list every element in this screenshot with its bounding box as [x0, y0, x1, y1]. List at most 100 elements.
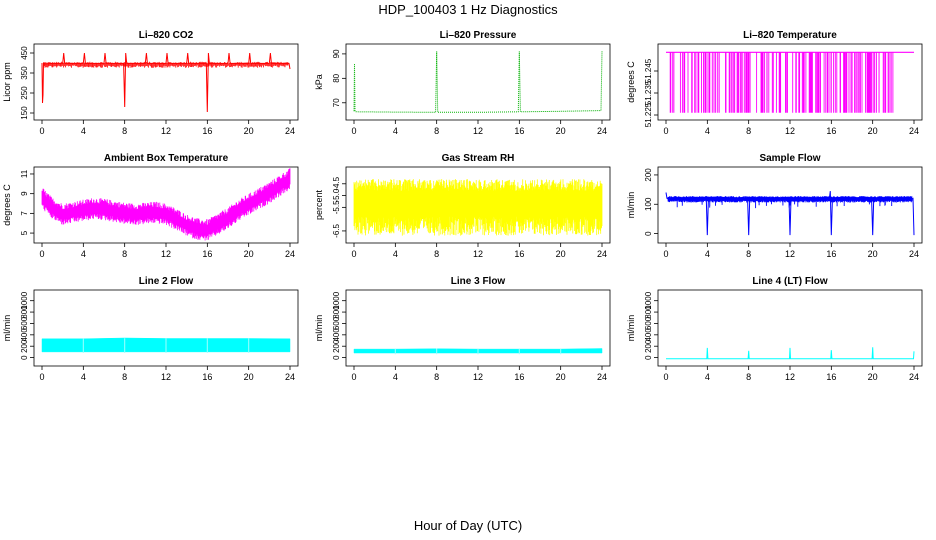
y-tick-label: 400	[644, 328, 653, 342]
series-gaps	[82, 338, 250, 353]
x-tick-label: 24	[909, 372, 919, 382]
y-tick-label: 600	[644, 316, 653, 330]
y-tick-label: -5.5	[332, 200, 341, 214]
x-tick-label: 8	[122, 249, 127, 259]
x-tick-label: 16	[202, 249, 212, 259]
series-band	[667, 196, 913, 209]
x-tick-label: 8	[746, 249, 751, 259]
plot-frame	[345, 43, 611, 121]
plot-area	[353, 51, 603, 113]
series-line	[353, 51, 603, 113]
x-tick-label: 16	[202, 372, 212, 382]
x-tick-label: 24	[909, 249, 919, 259]
y-tick-label: 11	[20, 169, 29, 178]
x-tick-label: 8	[746, 372, 751, 382]
series-dropouts	[669, 52, 894, 113]
plot-area	[41, 168, 291, 241]
x-tick-label: 24	[597, 372, 607, 382]
y-tick-label: 1000	[332, 291, 341, 309]
plot-frame	[33, 289, 299, 367]
x-tick-label: 0	[351, 372, 356, 382]
x-tick-label: 20	[244, 126, 254, 136]
x-tick-label: 20	[244, 249, 254, 259]
y-tick-label: 9	[20, 191, 29, 196]
x-tick-label: 20	[556, 249, 566, 259]
x-tick-label: 24	[285, 249, 295, 259]
x-tick-label: 0	[351, 126, 356, 136]
x-tick-label: 4	[393, 249, 398, 259]
x-tick-label: 16	[202, 126, 212, 136]
panel-8: Line 3 Flow ml/min 0 4 8 12 16 20 24 0 20040060080…	[314, 276, 611, 382]
x-tick-label: 16	[514, 249, 524, 259]
x-axis-title: Hour of Day (UTC)	[413, 518, 523, 533]
x-tick-label: 12	[473, 372, 483, 382]
y-tick-label: 100	[644, 197, 653, 211]
y-tick-label: 800	[20, 305, 29, 319]
x-tick-label: 16	[514, 372, 524, 382]
panel-title: Gas Stream RH	[442, 153, 515, 164]
plot-area	[353, 179, 603, 236]
x-tick-label: 24	[285, 126, 295, 136]
y-tick-label: 7	[20, 211, 29, 216]
y-tick-label: 200	[644, 168, 653, 182]
panel-1: Li–820 CO2 Licor ppm 0 4 8 12 16 20 24 150 250 350 4…	[2, 30, 299, 136]
y-tick-label: 1000	[644, 291, 653, 309]
panel-title: Ambient Box Temperature	[104, 153, 229, 164]
y-axis-label: degrees C	[2, 184, 12, 226]
panel-7: Line 2 Flow ml/min 0 4 8 12 16 20 24 0 20040060080…	[2, 276, 299, 382]
x-tick-label: 12	[161, 372, 171, 382]
x-tick-label: 4	[81, 126, 86, 136]
y-axis-label: ml/min	[626, 315, 636, 342]
y-tick-label: 51.225	[644, 102, 653, 127]
y-tick-label: 51.245	[644, 58, 653, 83]
y-axis-label: Licor ppm	[2, 62, 12, 102]
x-tick-label: 0	[663, 249, 668, 259]
panel-title: Li–820 CO2	[139, 30, 194, 41]
x-tick-label: 8	[122, 126, 127, 136]
plot-area	[41, 52, 291, 113]
x-tick-label: 8	[434, 126, 439, 136]
plot-area	[666, 347, 915, 360]
panel-3: Li–820 Temperature degrees C 0 4 8 12 16 20 24 51…	[626, 30, 923, 136]
figure-title: HDP_100403 1 Hz Diagnostics	[378, 2, 558, 17]
panel-4: Ambient Box Temperature degrees C 0 4 8 12 16 2…	[2, 153, 299, 259]
series-band	[41, 168, 291, 241]
y-tick-label: 600	[332, 316, 341, 330]
x-tick-label: 24	[597, 249, 607, 259]
y-tick-label: -6.5	[332, 223, 341, 237]
x-tick-label: 16	[826, 249, 836, 259]
y-tick-label: 1000	[20, 291, 29, 309]
x-tick-label: 0	[663, 126, 668, 136]
x-tick-label: 12	[785, 372, 795, 382]
y-tick-label: 51.235	[644, 80, 653, 105]
plot-area	[666, 51, 914, 113]
plot-area	[41, 337, 291, 353]
x-tick-label: 24	[285, 372, 295, 382]
x-tick-label: 0	[351, 249, 356, 259]
panel-2: Li–820 Pressure kPa 0 4 8 12 16 20 24 70 80 90	[314, 30, 611, 136]
series-line	[665, 191, 915, 236]
y-tick-label: 250	[20, 86, 29, 100]
y-tick-label: 80	[332, 73, 341, 82]
series-band	[353, 179, 603, 236]
plot-area	[665, 191, 915, 236]
x-tick-label: 0	[39, 249, 44, 259]
y-tick-label: 800	[644, 305, 653, 319]
panel-9: Line 4 (LT) Flow ml/min 0 4 8 12 16 20 24 0 200400…	[626, 276, 923, 382]
x-tick-label: 16	[826, 126, 836, 136]
x-tick-label: 20	[868, 372, 878, 382]
x-tick-label: 0	[39, 372, 44, 382]
x-tick-label: 12	[785, 126, 795, 136]
y-tick-label: 0	[644, 231, 653, 236]
x-tick-label: 12	[785, 249, 795, 259]
y-tick-label: 200	[332, 339, 341, 353]
y-tick-label: 200	[644, 339, 653, 353]
x-tick-label: 24	[909, 126, 919, 136]
x-tick-label: 20	[868, 126, 878, 136]
x-tick-label: 4	[393, 372, 398, 382]
y-tick-label: 150	[20, 106, 29, 120]
x-tick-label: 24	[597, 126, 607, 136]
y-axis-label: ml/min	[2, 315, 12, 342]
